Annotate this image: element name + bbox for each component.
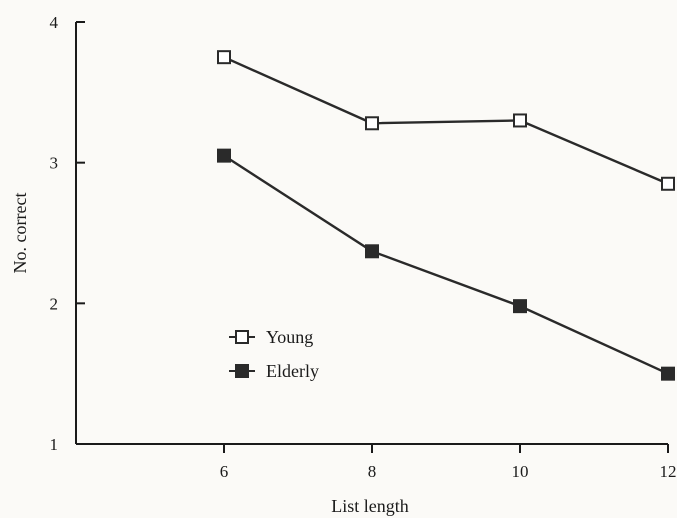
x-tick-label: 8	[368, 462, 377, 481]
data-point-elderly	[661, 366, 675, 381]
data-point-elderly	[513, 299, 527, 314]
x-tick-label: 6	[220, 462, 229, 481]
y-tick-label: 2	[50, 294, 59, 313]
legend-label-elderly: Elderly	[266, 361, 319, 381]
x-ticks: 6 8 10 12	[220, 444, 677, 481]
data-point-young	[217, 50, 231, 65]
data-point-young	[365, 116, 379, 131]
x-tick-label: 12	[660, 462, 677, 481]
data-point-young	[513, 113, 527, 128]
y-tick-label: 1	[50, 435, 59, 454]
series-line-young	[223, 56, 669, 185]
data-point-elderly	[217, 148, 231, 163]
y-ticks: 1 2 3 4	[50, 13, 85, 454]
data-point-elderly	[365, 244, 379, 259]
x-tick-label: 10	[512, 462, 529, 481]
y-tick-label: 3	[50, 154, 59, 173]
series-line-elderly	[223, 154, 669, 375]
y-axis-label: No. correct	[10, 193, 30, 274]
x-axis-label: List length	[331, 496, 409, 516]
legend-marker-young	[235, 330, 249, 344]
series-layer	[217, 50, 675, 381]
legend-marker-elderly	[235, 364, 249, 378]
data-point-young	[661, 176, 675, 191]
legend: Young Elderly	[229, 327, 319, 381]
legend-label-young: Young	[266, 327, 313, 347]
y-tick-label: 4	[50, 13, 59, 32]
